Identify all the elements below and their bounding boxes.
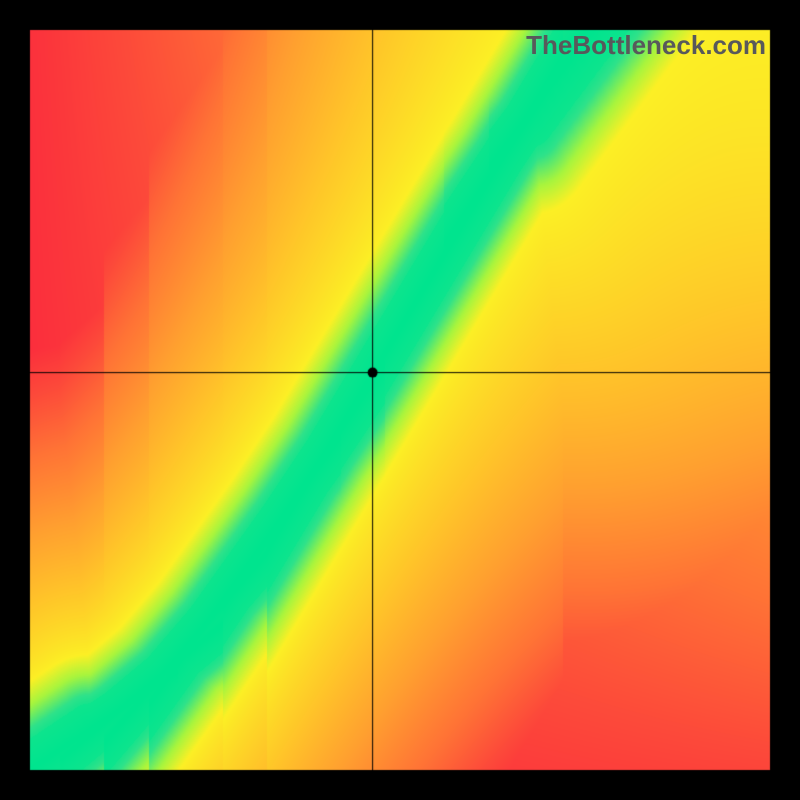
bottleneck-heatmap <box>0 0 800 800</box>
chart-container: TheBottleneck.com <box>0 0 800 800</box>
watermark-text: TheBottleneck.com <box>526 30 766 61</box>
